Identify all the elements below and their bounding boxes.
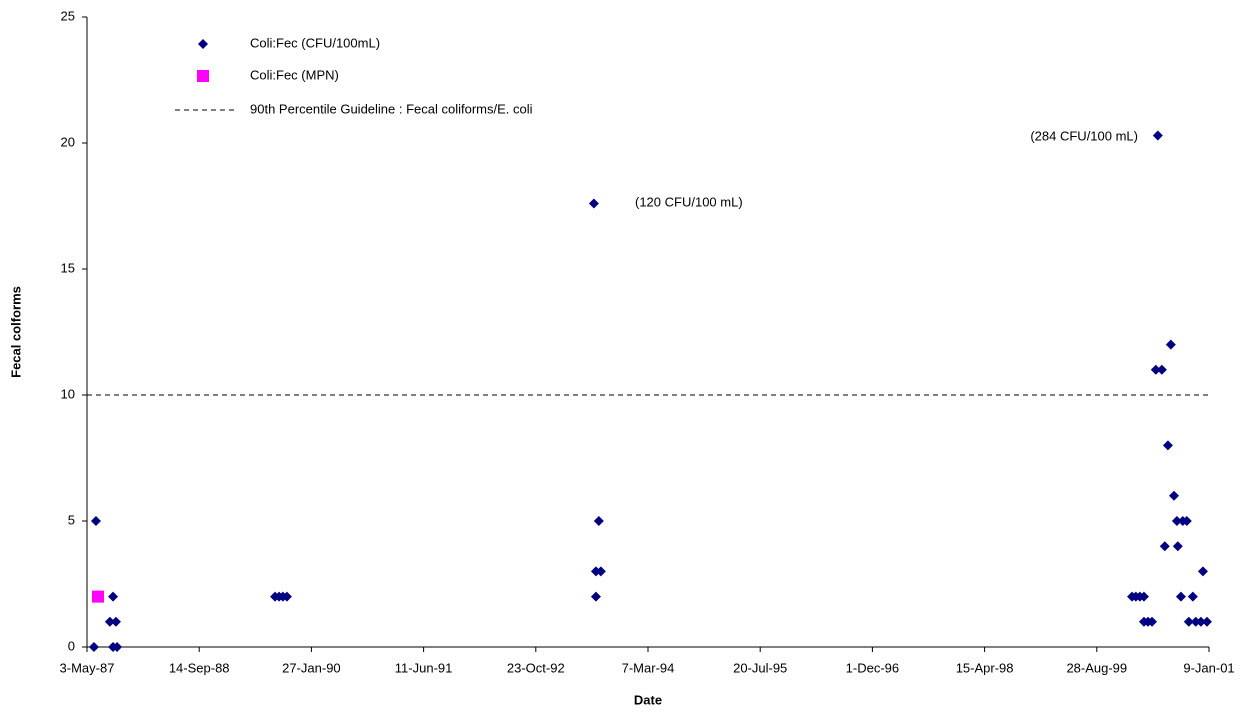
diamond-marker: [1195, 616, 1206, 627]
diamond-marker: [1147, 616, 1158, 627]
diamond-marker: [588, 198, 599, 209]
annotation: (284 CFU/100 mL): [1030, 128, 1138, 143]
diamond-marker: [104, 616, 115, 627]
diamond-marker: [1165, 339, 1176, 350]
y-tick-label: 20: [61, 134, 75, 149]
x-tick-label: 27-Jan-90: [282, 660, 341, 675]
legend-marker: [198, 39, 208, 49]
legend-label: 90th Percentile Guideline : Fecal colifo…: [250, 101, 533, 116]
diamond-marker: [593, 516, 604, 526]
x-tick-label: 28-Aug-99: [1066, 660, 1127, 675]
y-axis-title: Fecal colforms: [8, 286, 23, 378]
diamond-marker: [1190, 616, 1201, 627]
y-tick-label: 0: [68, 638, 75, 653]
x-tick-label: 7-Mar-94: [622, 660, 675, 675]
diamond-marker: [590, 591, 601, 602]
x-tick-label: 3-May-87: [60, 660, 115, 675]
diamond-marker: [1201, 616, 1212, 627]
diamond-marker: [1172, 541, 1183, 552]
diamond-marker: [1152, 130, 1163, 141]
y-tick-label: 5: [68, 512, 75, 527]
diamond-marker: [110, 616, 121, 627]
diamond-marker: [90, 516, 101, 526]
x-tick-label: 11-Jun-91: [395, 660, 453, 675]
legend-label: Coli:Fec (MPN): [250, 67, 339, 82]
diamond-marker: [1159, 541, 1170, 552]
diamond-marker: [1156, 364, 1167, 375]
diamond-marker: [1175, 591, 1186, 602]
x-axis-title: Date: [634, 692, 662, 707]
diamond-marker: [1187, 591, 1198, 602]
diamond-marker: [112, 642, 123, 652]
legend-marker: [197, 70, 209, 82]
y-tick-label: 10: [61, 386, 75, 401]
y-tick-label: 15: [61, 260, 75, 275]
diamond-marker: [1181, 516, 1192, 526]
diamond-marker: [1162, 440, 1173, 451]
annotation: (120 CFU/100 mL): [635, 194, 743, 209]
diamond-marker: [1168, 490, 1179, 501]
x-tick-label: 14-Sep-88: [169, 660, 230, 675]
diamond-marker: [281, 591, 292, 602]
diamond-marker: [88, 642, 99, 652]
diamond-marker: [108, 591, 119, 602]
legend-label: Coli:Fec (CFU/100mL): [250, 35, 380, 50]
y-tick-label: 25: [61, 8, 75, 23]
diamond-marker: [1171, 516, 1182, 526]
diamond-marker: [595, 566, 606, 577]
diamond-marker: [1183, 616, 1194, 627]
diamond-marker: [1150, 364, 1161, 375]
diamond-marker: [1197, 566, 1208, 577]
x-tick-label: 15-Apr-98: [956, 660, 1014, 675]
x-tick-label: 9-Jan-01: [1183, 660, 1234, 675]
square-marker: [91, 590, 104, 603]
diamond-marker: [1138, 591, 1149, 602]
x-tick-label: 23-Oct-92: [507, 660, 565, 675]
x-tick-label: 20-Jul-95: [733, 660, 787, 675]
x-tick-label: 1-Dec-96: [846, 660, 899, 675]
